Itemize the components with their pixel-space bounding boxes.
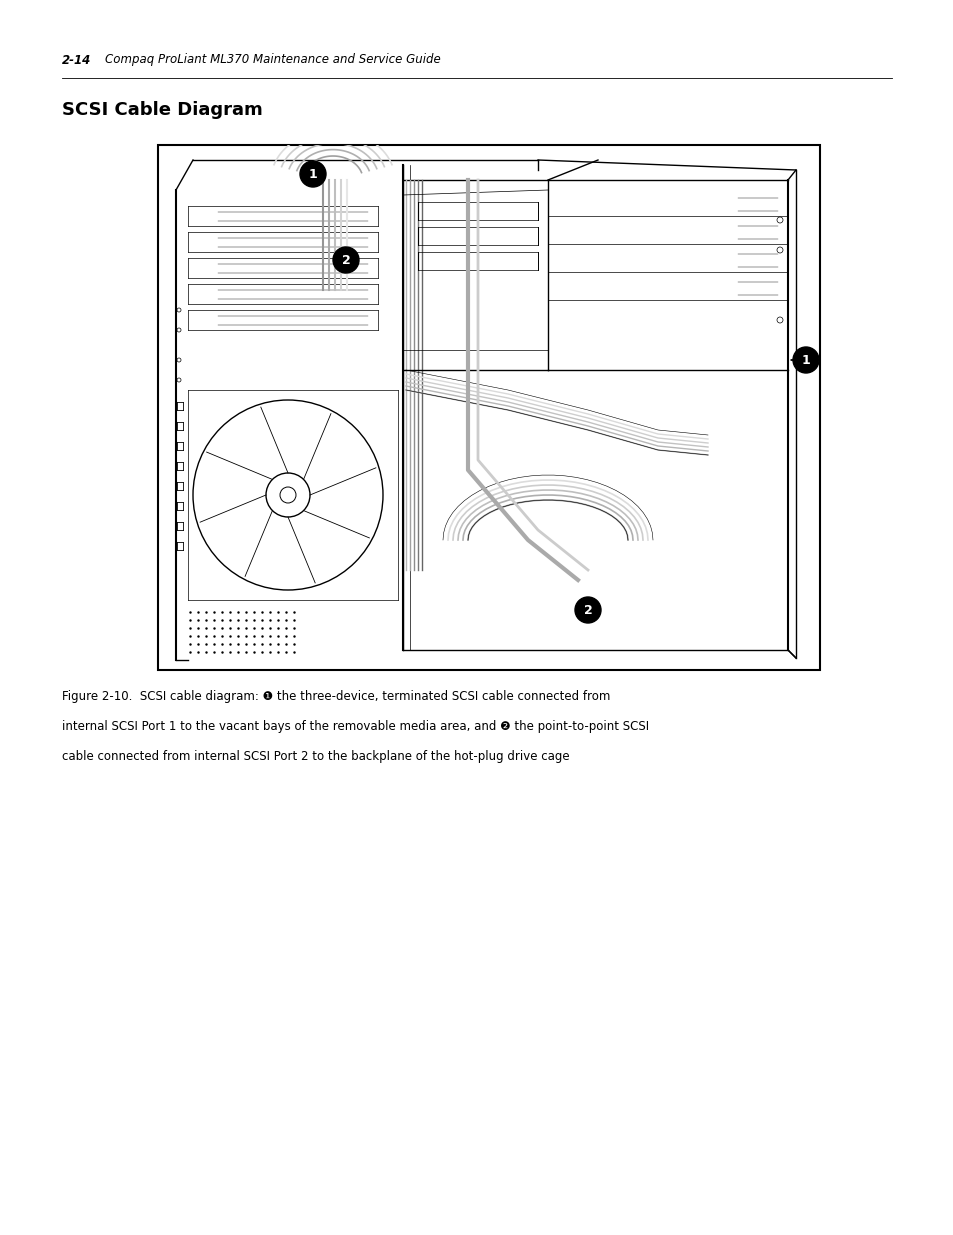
Text: cable connected from internal SCSI Port 2 to the backplane of the hot-plug drive: cable connected from internal SCSI Port … bbox=[62, 750, 569, 763]
Text: 2: 2 bbox=[583, 604, 592, 616]
Circle shape bbox=[792, 347, 818, 373]
Text: Compaq ProLiant ML370 Maintenance and Service Guide: Compaq ProLiant ML370 Maintenance and Se… bbox=[105, 53, 440, 67]
Text: 1: 1 bbox=[309, 168, 317, 180]
Circle shape bbox=[299, 161, 326, 186]
Circle shape bbox=[575, 597, 600, 622]
Text: internal SCSI Port 1 to the vacant bays of the removable media area, and ❷ the p: internal SCSI Port 1 to the vacant bays … bbox=[62, 720, 648, 734]
Circle shape bbox=[333, 247, 358, 273]
Text: 2: 2 bbox=[341, 253, 350, 267]
Bar bbox=[158, 144, 820, 671]
Text: 2-14: 2-14 bbox=[62, 53, 91, 67]
Text: Figure 2-10.  SCSI cable diagram: ❶ the three-device, terminated SCSI cable conn: Figure 2-10. SCSI cable diagram: ❶ the t… bbox=[62, 690, 610, 703]
Text: SCSI Cable Diagram: SCSI Cable Diagram bbox=[62, 101, 262, 119]
Text: 1: 1 bbox=[801, 353, 809, 367]
